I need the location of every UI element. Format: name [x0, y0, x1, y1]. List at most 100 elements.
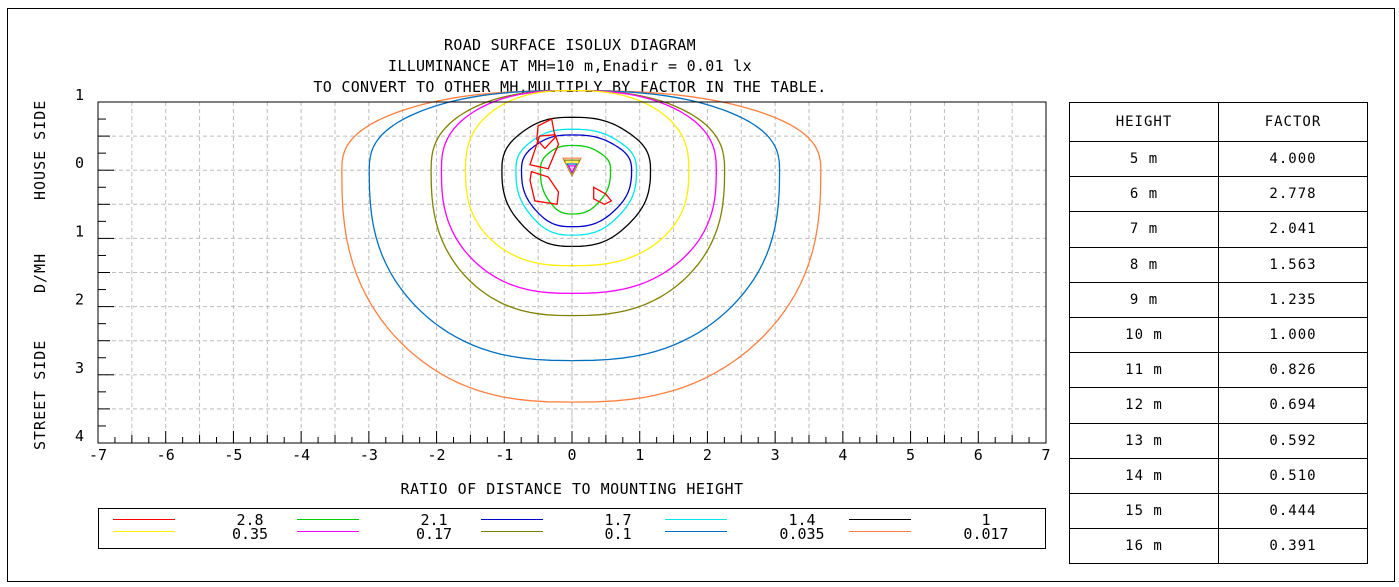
contour-1-4 [515, 128, 638, 236]
y-tick-label: 1 [75, 222, 84, 240]
contour-0-17 [440, 89, 717, 295]
factor-cell: 2.778 [1218, 176, 1368, 213]
chart-title: ROAD SURFACE ISOLUX DIAGRAM [444, 36, 696, 54]
legend-swatch [849, 531, 911, 532]
x-axis-label: RATIO OF DISTANCE TO MOUNTING HEIGHT [400, 480, 743, 498]
legend-label: 1.4 [788, 511, 816, 529]
x-tick-label: 2 [703, 446, 712, 464]
table-row: 14 m 0.510 [1069, 457, 1368, 494]
y-tick-label: 3 [75, 359, 84, 377]
x-tick-label: 7 [1041, 446, 1050, 464]
contour-1 [501, 116, 652, 248]
contour-1-7 [520, 134, 633, 228]
legend-label: 0.35 [231, 525, 269, 543]
contour-0-35 [464, 89, 690, 267]
x-tick-label: 5 [906, 446, 915, 464]
legend-swatch [665, 531, 727, 532]
factor-cell: 0.592 [1218, 422, 1368, 459]
legend-label: 2.1 [420, 511, 448, 529]
header-factor: FACTOR [1218, 102, 1368, 142]
factor-cell: 4.000 [1218, 140, 1368, 178]
table-row: 12 m 0.694 [1069, 387, 1368, 424]
table-row: 10 m 1.000 [1069, 316, 1368, 354]
x-tick-label: 1 [635, 446, 644, 464]
height-cell: 8 m [1069, 246, 1219, 283]
x-tick-label: -7 [89, 446, 107, 464]
height-cell: 5 m [1069, 140, 1219, 178]
factor-cell: 0.444 [1218, 492, 1368, 530]
height-cell: 16 m [1069, 528, 1219, 565]
height-cell: 9 m [1069, 281, 1219, 318]
chart-subtitle: ILLUMINANCE AT MH=10 m,Enadir = 0.01 lx [388, 57, 752, 75]
height-cell: 10 m [1069, 316, 1219, 354]
y-tick-label: 0 [75, 154, 84, 172]
y-tick-label: 2 [75, 291, 84, 309]
isolux-chart: -7 -6 -5 -4 -3 -2 -1 0 1 2 3 4 5 6 7 1 0 1 2 3 4 STREET SIDE… [31, 86, 1051, 498]
legend-label: 0.17 [415, 525, 453, 543]
factor-cell: 0.694 [1218, 387, 1368, 424]
y-axis-label-dmh: D/MH [31, 253, 49, 293]
height-cell: 6 m [1069, 176, 1219, 213]
table-row: 8 m 1.563 [1069, 246, 1368, 283]
factor-cell: 1.000 [1218, 316, 1368, 354]
height-cell: 11 m [1069, 352, 1219, 389]
legend-swatch [481, 531, 543, 532]
contour-hotspot [529, 170, 560, 206]
y-tick-label: 4 [75, 427, 84, 445]
legend-swatch [113, 531, 175, 532]
factor-table-wrap: HEIGHT FACTOR 5 m 4.000 6 m 2.778 7 m 2.041 8 … [1069, 102, 1368, 565]
x-tick-label: -6 [157, 446, 175, 464]
table-row: 13 m 0.592 [1069, 422, 1368, 459]
chart-note: TO CONVERT TO OTHER MH,MULTIPLY BY FACTO… [313, 78, 827, 96]
table-row: 16 m 0.391 [1069, 528, 1368, 565]
legend-swatch [849, 519, 911, 520]
x-tick-label: 6 [974, 446, 983, 464]
factor-cell: 0.510 [1218, 457, 1368, 494]
table-row: 5 m 4.000 [1069, 140, 1368, 178]
x-tick-label: 3 [771, 446, 780, 464]
legend-swatch [297, 519, 359, 520]
header-height: HEIGHT [1069, 102, 1219, 142]
height-cell: 12 m [1069, 387, 1219, 424]
y-axis-label-street: STREET SIDE [31, 340, 49, 450]
x-tick-label: -3 [360, 446, 378, 464]
legend-swatch [297, 531, 359, 532]
axes: -7 -6 -5 -4 -3 -2 -1 0 1 2 3 4 5 6 7 1 0 1 2 3 4 [75, 86, 1051, 464]
legend-swatch [665, 519, 727, 520]
factor-cell: 0.391 [1218, 528, 1368, 565]
x-tick-label: -4 [292, 446, 310, 464]
legend-label: 2.8 [236, 511, 264, 529]
legend-label: 0.1 [604, 525, 632, 543]
table-row: 7 m 2.041 [1069, 211, 1368, 248]
factor-table: HEIGHT FACTOR 5 m 4.000 6 m 2.778 7 m 2.041 8 … [1069, 102, 1368, 565]
legend: 2.8 2.1 1.7 1.4 1 0.35 0.17 0.1 0.035 0.017 [98, 508, 1046, 549]
contour-0-1 [430, 89, 726, 317]
contour-center-mark [567, 165, 577, 174]
table-row: 6 m 2.778 [1069, 176, 1368, 213]
table-row: 11 m 0.826 [1069, 352, 1368, 389]
legend-swatch [481, 519, 543, 520]
height-cell: 13 m [1069, 422, 1219, 459]
legend-label: 0.035 [779, 525, 825, 543]
factor-cell: 0.826 [1218, 352, 1368, 389]
y-axis-label-house: HOUSE SIDE [31, 100, 49, 200]
x-tick-label: 0 [567, 446, 576, 464]
height-cell: 14 m [1069, 457, 1219, 494]
contour-0-017 [341, 89, 822, 403]
factor-cell: 1.563 [1218, 246, 1368, 283]
grid [98, 102, 1046, 443]
height-cell: 15 m [1069, 492, 1219, 530]
table-row: 9 m 1.235 [1069, 281, 1368, 318]
table-row: 15 m 0.444 [1069, 492, 1368, 530]
height-cell: 7 m [1069, 211, 1219, 248]
legend-label: 1.7 [604, 511, 632, 529]
contour-hotspot [529, 134, 560, 170]
x-tick-label: 4 [838, 446, 847, 464]
contour-hotspot [593, 186, 613, 206]
contour-2-1 [539, 144, 612, 215]
contours [341, 89, 822, 443]
legend-swatch [113, 519, 175, 520]
x-tick-label: -2 [428, 446, 446, 464]
factor-cell: 1.235 [1218, 281, 1368, 318]
figure-frame [7, 8, 1395, 582]
